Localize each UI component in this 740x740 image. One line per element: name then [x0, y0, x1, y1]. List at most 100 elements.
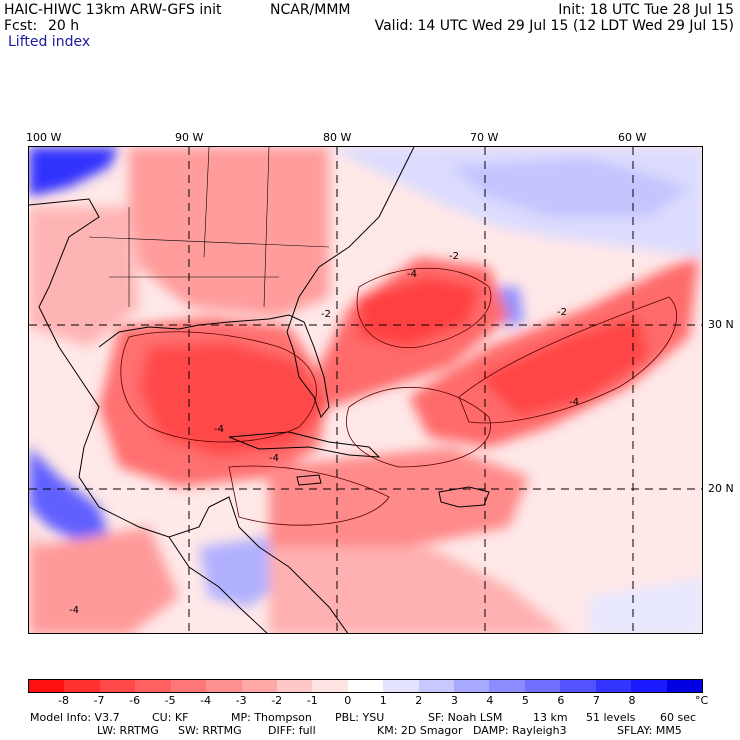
contour-south-caribbean: [228, 465, 390, 526]
footer-pbl: PBL: YSU: [335, 711, 385, 724]
colorbar-segment: [418, 680, 455, 692]
unstable-region-south-caribbean: [269, 547, 567, 633]
footer-sw: SW: RRTMG: [178, 724, 242, 737]
colorbar-segment: [560, 680, 596, 692]
coast-gulf-mexico: [29, 198, 349, 633]
unstable-region-texas: [29, 207, 139, 347]
contour-caribbean: [346, 386, 491, 468]
footer-levels: 51 levels: [586, 711, 636, 724]
field-name: Lifted index: [8, 34, 91, 50]
footer-model-info: Model Info: V3.7: [30, 711, 120, 724]
colorbar-unit: °C: [695, 694, 709, 707]
colorbar-tick-label: 3: [450, 694, 458, 707]
lon-label-60w: 60 W: [618, 131, 647, 144]
footer-sf: SF: Noah LSM: [428, 711, 503, 724]
colorbar-tick-label: -6: [129, 694, 141, 707]
colorbar-segment: [383, 680, 419, 692]
footer-cu: CU: KF: [152, 711, 189, 724]
colorbar-tick-label: -1: [306, 694, 318, 707]
lat-label-20n: 20 N: [708, 482, 734, 495]
unstable-region-us-southeast: [129, 147, 329, 317]
stable-region-southeast: [589, 577, 702, 633]
lon-label-90w: 90 W: [175, 131, 204, 144]
colorbar-tick-label: 4: [486, 694, 494, 707]
contour-gulf: [120, 331, 317, 443]
contour-label: -4: [569, 397, 579, 408]
colorbar-tick-label: -5: [164, 694, 176, 707]
lon-label-100w: 100 W: [26, 131, 62, 144]
jamaica-outline: [296, 474, 322, 486]
colorbar-tick-label: -3: [235, 694, 247, 707]
stable-region-northeast: [449, 157, 689, 217]
shading-layer: [29, 147, 702, 633]
colorbar-segment: [99, 680, 136, 692]
coast-atlantic-us: [286, 147, 415, 333]
colorbar-segment: [454, 680, 490, 692]
contour-label: -2: [321, 309, 331, 320]
footer-mp: MP: Thompson: [231, 711, 312, 724]
stable-core-northwest: [29, 147, 119, 197]
state-borders: [88, 147, 330, 308]
colorbar-segment: [595, 680, 632, 692]
contour-label: -4: [269, 453, 279, 464]
stable-region-mexico: [29, 447, 109, 547]
colorbar-segment: [347, 680, 384, 692]
contour-label: -2: [557, 307, 567, 318]
model-title: HAIC-HIWC 13km ARW-GFS init: [4, 2, 222, 18]
colorbar-segment: [276, 680, 313, 692]
colorbar-segment: [29, 680, 65, 692]
colorbar-segment: [312, 680, 348, 692]
colorbar-segment: [631, 680, 667, 692]
coast-central-america: [168, 536, 268, 633]
colorbar-segment: [64, 680, 100, 692]
lat-label-30n: 30 N: [708, 318, 734, 331]
contours: [120, 267, 678, 526]
colorbar-tick-label: -4: [200, 694, 212, 707]
unstable-region-pacific: [29, 527, 179, 633]
forecast-hour: 20 h: [48, 18, 80, 34]
contour-label: -4: [69, 605, 79, 616]
colorbar-tick-label: -7: [93, 694, 105, 707]
colorbar-tick-label: 0: [344, 694, 352, 707]
contour-label: -4: [214, 424, 224, 435]
graticule: [29, 147, 702, 633]
hispaniola-outline: [438, 486, 490, 508]
init-time: Init: 18 UTC Tue 28 Jul 15: [558, 2, 734, 18]
colorbar-tick-label: 1: [379, 694, 387, 707]
colorbar-tick-label: 7: [592, 694, 600, 707]
colorbar-tick-label: 6: [557, 694, 565, 707]
footer-lw: LW: RRTMG: [97, 724, 159, 737]
contour-atlantic: [458, 296, 678, 424]
colorbar-segment: [241, 680, 277, 692]
unstable-core-gulf: [139, 342, 329, 457]
footer-resolution: 13 km: [533, 711, 568, 724]
colorbar-segment: [206, 680, 242, 692]
colorbar: [28, 679, 703, 693]
footer-diff: DIFF: full: [268, 724, 316, 737]
coastlines: [29, 147, 490, 633]
org-label: NCAR/MMM: [270, 2, 351, 18]
coast-gulf-us: [98, 314, 330, 419]
lon-label-70w: 70 W: [470, 131, 499, 144]
colorbar-segment: [489, 680, 525, 692]
contour-bahamas: [356, 267, 492, 349]
colorbar-tick-label: -8: [58, 694, 69, 707]
colorbar-segment: [524, 680, 561, 692]
footer-damp: DAMP: Rayleigh3: [473, 724, 567, 737]
contour-label: -2: [449, 251, 459, 262]
contour-label: -4: [407, 269, 417, 280]
footer-sflay: SFLAY: MM5: [617, 724, 682, 737]
colorbar-tick-label: 5: [521, 694, 529, 707]
map-canvas: -4 -2 -4 -2 -4 -2 -4 -4: [29, 147, 702, 633]
colorbar-tick-label: -2: [271, 694, 283, 707]
colorbar-segment: [135, 680, 171, 692]
lon-label-80w: 80 W: [323, 131, 352, 144]
colorbar-tick-label: 8: [628, 694, 636, 707]
footer-timestep: 60 sec: [660, 711, 697, 724]
forecast-label: Fcst:: [4, 18, 38, 34]
unstable-core-bahamas: [359, 277, 479, 347]
unstable-core-atlantic: [479, 317, 649, 417]
valid-time: Valid: 14 UTC Wed 29 Jul 15 (12 LDT Wed …: [374, 18, 734, 34]
colorbar-segment: [170, 680, 207, 692]
colorbar-tick-label: 2: [415, 694, 423, 707]
